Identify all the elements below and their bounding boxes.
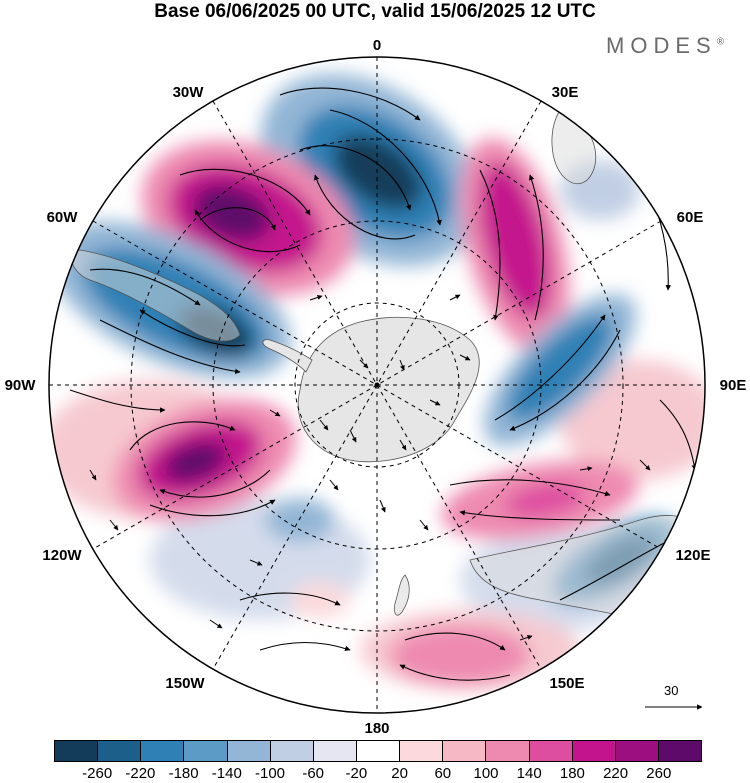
colorbar-swatch [313,741,357,761]
lon-label-120w: 120W [42,547,82,564]
colorbar [54,740,702,762]
lon-label-120e: 120E [675,547,710,564]
lon-label-30w: 30W [173,84,205,101]
colorbar-tick-label: -260 [82,765,113,782]
reference-vector-label: 30 [664,683,679,698]
colorbar-swatch [486,741,530,761]
colorbar-tick-label: 180 [559,765,585,782]
lon-label-60e: 60E [677,209,704,226]
longitude-labels: 0 30E 60E 90E 120E 150E 180 150W 120W 90… [5,37,747,737]
colorbar-tick-label: 140 [516,765,542,782]
colorbar-tick-label: -60 [302,765,325,782]
lon-label-90w: 90W [5,377,37,394]
colorbar-swatch [615,741,659,761]
colorbar-tick-label: -220 [125,765,156,782]
lon-label-60w: 60W [47,209,79,226]
lon-label-150e: 150E [549,675,584,692]
wind-arrows-small [89,294,651,641]
colorbar-swatch [529,741,573,761]
colorbar-swatch [141,741,185,761]
colorbar-swatch [356,741,401,761]
colorbar-swatch [55,741,99,761]
lon-label-90e: 90E [720,377,747,394]
colorbar-tick-label: 260 [646,765,672,782]
colorbar-tick-label: 220 [603,765,629,782]
polar-map: 0 30E 60E 90E 120E 150E 180 150W 120W 90… [5,37,747,737]
colorbar-tick-label: -100 [254,765,286,782]
antarctic-peninsula [262,339,313,373]
antarctica [297,316,480,463]
brand-logo: MODES® [606,33,724,59]
brand-name: MODES [606,33,717,58]
lon-label-30e: 30E [552,84,579,101]
colorbar-swatch [184,741,228,761]
wind-vectors [69,87,697,681]
colorbar-swatch [227,741,271,761]
colorbar-swatch [443,741,487,761]
brand-mark: ® [716,36,725,48]
map-disc [49,57,705,713]
new-zealand [394,574,410,616]
map-boundary [48,56,706,714]
colorbar-tick-label: 60 [434,765,452,782]
colorbar-tick-label: -140 [211,765,242,782]
south-america [71,249,241,342]
colorbar-tick-label: -20 [345,765,368,782]
colorbar-tick-label: 20 [391,765,408,782]
pole-marker [374,382,380,388]
lon-label-180: 180 [364,720,389,737]
colorbar-ticks: -260 -220 -180 -140 -100 -60 -20 20 60 100 140 180 2… [54,765,702,783]
colorbar-swatch [572,741,616,761]
colorbar-swatch [270,741,314,761]
lon-label-0: 0 [373,37,381,54]
lon-label-150w: 150W [165,675,205,692]
colorbar-tick-label: 100 [473,765,499,782]
colorbar-tick-label: -180 [168,765,199,782]
map-title: Base 06/06/2025 00 UTC, valid 15/06/2025… [154,1,596,22]
colorbar-swatch [98,741,142,761]
colorbar-swatch [658,741,702,761]
colorbar-swatch [400,741,444,761]
